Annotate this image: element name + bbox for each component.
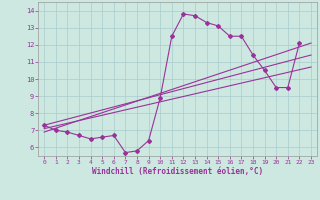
X-axis label: Windchill (Refroidissement éolien,°C): Windchill (Refroidissement éolien,°C): [92, 167, 263, 176]
